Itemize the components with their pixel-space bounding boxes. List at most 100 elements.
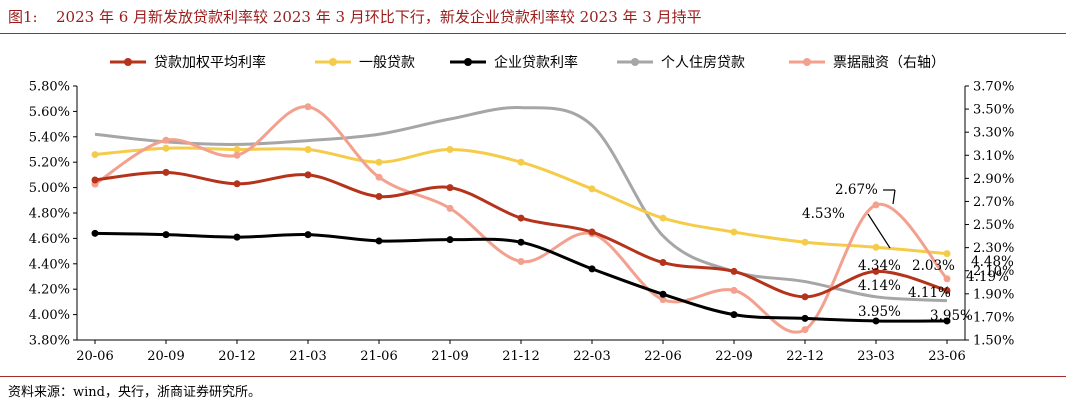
- legend-label: 一般贷款: [359, 55, 415, 71]
- series-point: [446, 184, 454, 192]
- legend-swatch-marker: [464, 58, 472, 66]
- legend-swatch-marker: [803, 58, 811, 66]
- series-point: [872, 267, 880, 275]
- series-point: [872, 317, 880, 325]
- series-point: [801, 293, 809, 301]
- x-axis-tick-label: 21-06: [360, 349, 397, 364]
- series-line: [94, 106, 948, 303]
- series-point: [588, 185, 596, 193]
- series-2: [91, 229, 951, 325]
- series-point: [233, 180, 241, 188]
- series-point: [375, 192, 383, 200]
- series-point: [517, 238, 525, 246]
- data-label: 3.95%: [930, 308, 973, 324]
- legend-label: 企业贷款利率: [494, 54, 578, 71]
- series-point: [659, 214, 667, 222]
- series-point: [943, 286, 951, 294]
- left-axis-tick-label: 5.20%: [29, 156, 70, 171]
- series-point: [304, 171, 312, 179]
- data-label: 4.19%: [966, 269, 1009, 285]
- left-axis-tick-label: 3.80%: [29, 334, 70, 349]
- leader-line: [892, 189, 896, 205]
- left-axis-tick-label: 4.00%: [29, 308, 70, 323]
- x-axis-tick-label: 22-12: [786, 349, 823, 364]
- series-point: [233, 233, 241, 241]
- x-axis-tick-label: 20-06: [76, 349, 113, 364]
- series-point: [304, 146, 312, 153]
- series-point: [162, 136, 170, 144]
- x-axis-tick-label: 22-09: [715, 349, 752, 364]
- series-point: [872, 201, 880, 209]
- x-axis-tick-label: 22-03: [573, 349, 610, 364]
- x-axis-tick-label: 20-12: [218, 349, 255, 364]
- right-axis-tick-label: 3.70%: [973, 80, 1014, 95]
- series-point: [162, 144, 170, 152]
- data-label: 4.11%: [908, 285, 951, 301]
- series-line: [94, 170, 948, 299]
- series-point: [375, 158, 383, 166]
- right-axis-tick-label: 3.10%: [973, 149, 1014, 164]
- left-axis-tick-label: 5.80%: [29, 80, 70, 95]
- figure-title-bar: 图1: 2023 年 6 月新发放贷款利率较 2023 年 3 月环比下行，新发…: [0, 0, 1066, 34]
- right-axis-tick-label: 3.50%: [973, 103, 1014, 118]
- series-point: [162, 231, 170, 239]
- bottom-rule: [0, 376, 1066, 377]
- series-point: [446, 236, 454, 244]
- series-point: [943, 275, 951, 283]
- figure-title: 2023 年 6 月新发放贷款利率较 2023 年 3 月环比下行，新发企业贷款…: [56, 8, 702, 26]
- series-point: [730, 267, 738, 275]
- x-axis-tick-label: 22-06: [644, 349, 681, 364]
- x-axis-tick-label: 20-09: [147, 349, 184, 364]
- left-axis-tick-label: 4.60%: [29, 232, 70, 247]
- series-point: [588, 265, 596, 273]
- series-point: [304, 231, 312, 239]
- series-point: [91, 229, 99, 237]
- line-chart: 贷款加权平均利率 一般贷款 企业贷款利率 个人住房贷款 票据融资（右轴） 3.80% 4.…: [29, 54, 1015, 365]
- series-point: [446, 204, 454, 212]
- series-point: [517, 158, 525, 166]
- x-axis-tick-label: 21-09: [431, 349, 468, 364]
- chart-annotations: 4.53% 4.48% 2.67% 4.34% 2.03% 4.19% 4.14% 4.11%…: [802, 182, 1014, 324]
- source-note: 资料来源：wind，央行，浙商证券研究所。: [8, 385, 261, 400]
- series-3: [94, 106, 948, 303]
- figure-label: 图1:: [8, 8, 38, 26]
- data-label: 4.14%: [858, 278, 901, 294]
- legend-label: 个人住房贷款: [661, 55, 745, 71]
- right-axis-tick-label: 2.90%: [973, 172, 1014, 187]
- data-label: 2.03%: [912, 258, 955, 274]
- left-axis-tick-label: 5.40%: [29, 130, 70, 145]
- series-point: [659, 296, 667, 304]
- series-point: [162, 168, 170, 176]
- right-axis-tick-label: 2.10%: [973, 264, 1014, 279]
- top-rule: [0, 33, 1066, 34]
- series-0: [91, 168, 951, 301]
- right-axis-tick-label: 1.50%: [973, 334, 1014, 349]
- right-axis-tick-label: 2.50%: [973, 218, 1014, 233]
- left-axis-tick-label: 5.60%: [29, 105, 70, 120]
- series-point: [517, 214, 525, 222]
- right-axis-tick-label: 1.90%: [973, 287, 1014, 302]
- series-point: [233, 151, 241, 159]
- data-label: 4.48%: [971, 254, 1014, 270]
- series-point: [801, 326, 809, 334]
- series-line: [94, 231, 948, 323]
- left-axis-tick-label: 4.80%: [29, 207, 70, 222]
- data-label: 4.53%: [802, 206, 845, 222]
- legend-swatch-marker: [124, 58, 132, 66]
- chart-axes: 3.80% 4.00% 4.20% 4.40% 4.60% 4.80% 5.00% 5.20%…: [29, 80, 1015, 365]
- series-point: [730, 311, 738, 319]
- series-point: [730, 228, 738, 236]
- leader-line: [867, 213, 891, 249]
- data-label: 4.34%: [858, 258, 901, 274]
- series-point: [659, 259, 667, 267]
- series-point: [446, 146, 454, 153]
- x-axis-tick-label: 21-03: [289, 349, 326, 364]
- x-axis-tick-label: 23-06: [928, 349, 965, 364]
- right-axis-tick-label: 2.70%: [973, 195, 1014, 210]
- series-point: [943, 317, 951, 325]
- series-point: [375, 237, 383, 245]
- right-axis-tick-label: 2.30%: [973, 241, 1014, 256]
- legend-swatch-marker: [631, 58, 639, 66]
- series-point: [730, 286, 738, 294]
- series-point: [943, 250, 951, 258]
